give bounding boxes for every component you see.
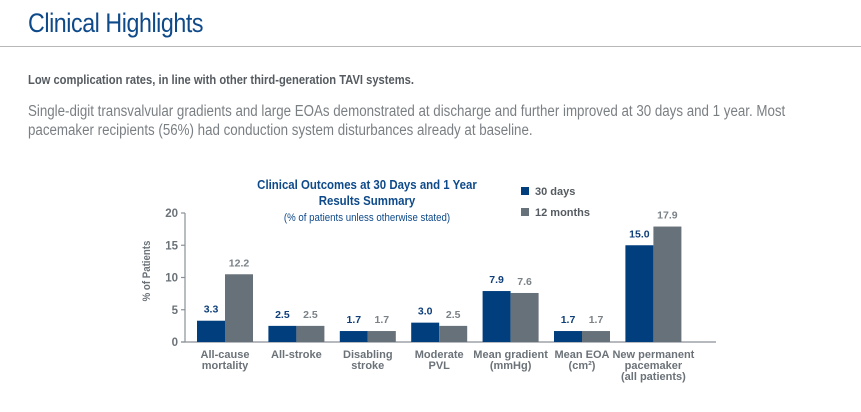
legend-label-12-months: 12 months xyxy=(535,207,590,219)
y-tick-label: 10 xyxy=(165,273,178,285)
x-tick-label: All-cause xyxy=(201,349,250,361)
bar-30-days xyxy=(268,325,297,342)
y-tick-label: 15 xyxy=(165,240,178,252)
bar-12-months xyxy=(510,292,539,342)
data-label: 7.6 xyxy=(517,276,532,288)
data-label: 2.5 xyxy=(303,309,318,321)
bar-30-days xyxy=(554,331,582,342)
x-tick-label: Moderate xyxy=(415,349,464,361)
data-label: 17.9 xyxy=(657,210,678,222)
bar-30-days xyxy=(339,331,368,342)
x-tick-label: All-stroke xyxy=(271,349,322,361)
data-label: 2.5 xyxy=(446,309,461,321)
legend: 30 days 12 months xyxy=(521,186,590,219)
bar-12-months xyxy=(582,331,610,342)
data-label: 1.7 xyxy=(589,314,604,326)
legend-swatch-12-months xyxy=(521,208,529,216)
bar-12-months xyxy=(225,274,253,342)
bar-30-days xyxy=(482,291,511,342)
bar-30-days xyxy=(411,322,440,342)
legend-swatch-30-days xyxy=(521,187,529,195)
y-tick-label: 5 xyxy=(172,305,179,317)
lead-text: Low complication rates, in line with oth… xyxy=(28,72,414,87)
data-label: 15.0 xyxy=(629,228,650,240)
chart-title: Clinical Outcomes at 30 Days and 1 Year xyxy=(257,177,477,192)
chart-title-line2: Results Summary xyxy=(319,193,416,208)
chart-subtitle: (% of patients unless otherwise stated) xyxy=(284,213,450,225)
bar-12-months xyxy=(439,325,468,342)
data-label: 1.7 xyxy=(561,314,576,326)
y-tick-label: 20 xyxy=(165,208,178,220)
x-tick-label: pacemaker xyxy=(625,360,683,372)
x-tick-label: New permanent xyxy=(612,349,694,361)
data-label: 7.9 xyxy=(489,274,504,286)
data-label: 2.5 xyxy=(275,309,290,321)
legend-label-30-days: 30 days xyxy=(535,186,575,198)
x-tick-label: mortality xyxy=(202,360,249,372)
data-label: 12.2 xyxy=(229,257,250,269)
bar-30-days xyxy=(625,245,654,342)
bar-12-months xyxy=(367,331,396,342)
data-label: 1.7 xyxy=(346,314,361,326)
x-tick-label: Mean EOA xyxy=(554,349,609,361)
x-tick-label: PVL xyxy=(428,360,450,372)
title-divider xyxy=(0,46,861,47)
bar-30-days xyxy=(197,320,225,342)
data-label: 3.3 xyxy=(204,304,219,316)
y-tick-label: 0 xyxy=(172,337,178,349)
y-axis-label: % of Patients xyxy=(142,240,154,301)
body-text: Single-digit transvalvular gradients and… xyxy=(28,103,786,139)
bar-12-months xyxy=(653,226,682,342)
data-label: 3.0 xyxy=(418,306,433,318)
data-label: 1.7 xyxy=(374,314,389,326)
bar-12-months xyxy=(296,325,325,342)
x-tick-label: (mmHg) xyxy=(490,360,532,372)
x-tick-label: stroke xyxy=(351,360,384,372)
x-tick-label: Mean gradient xyxy=(473,349,548,361)
page-title: Clinical Highlights xyxy=(28,8,204,38)
x-tick-label: Disabling xyxy=(343,349,393,361)
x-tick-label: (all patients) xyxy=(621,371,686,383)
x-tick-label: (cm²) xyxy=(569,360,596,372)
